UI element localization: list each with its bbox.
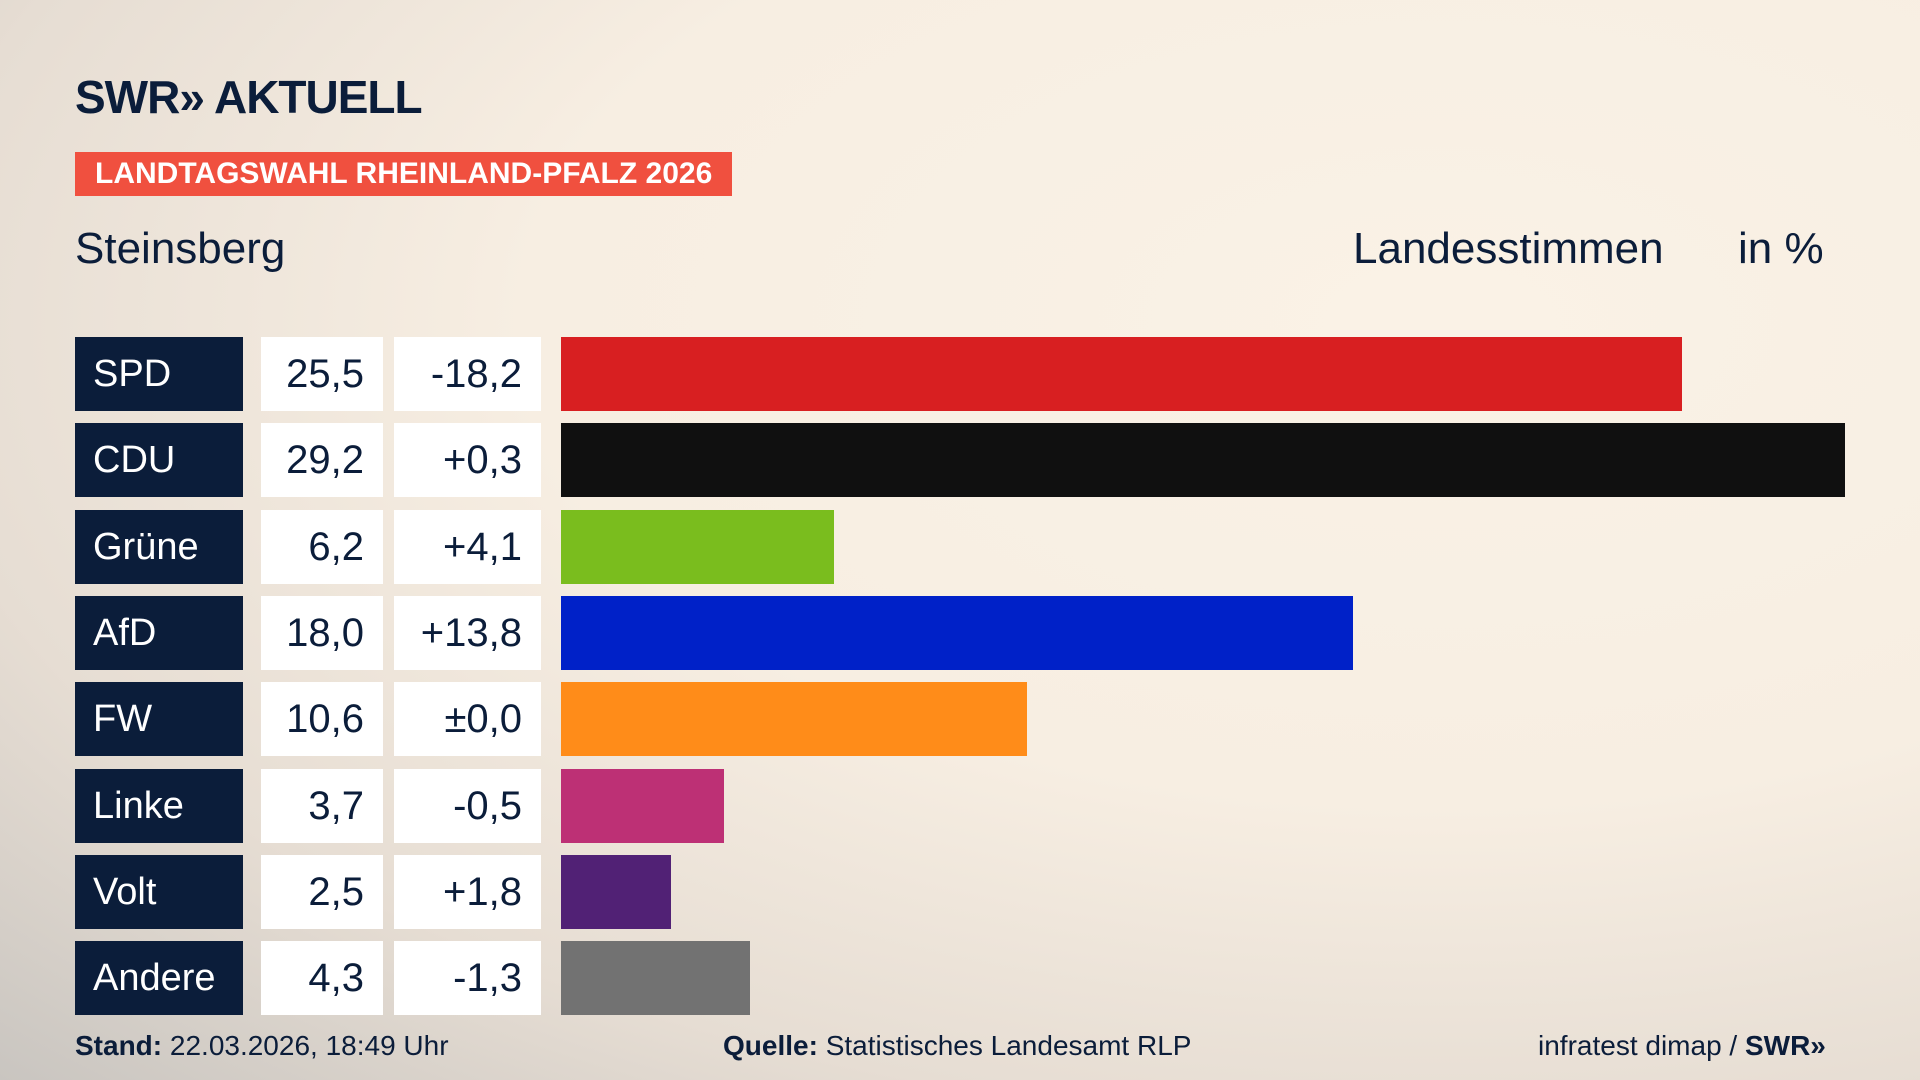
party-label: Volt: [75, 854, 243, 929]
source-label: Quelle:: [723, 1030, 818, 1061]
unit-label: in %: [1738, 224, 1824, 273]
party-bar: [561, 854, 671, 929]
party-label: Linke: [75, 768, 243, 843]
party-bar: [561, 509, 834, 584]
party-value: 3,7: [261, 768, 383, 843]
party-label: Andere: [75, 941, 243, 1016]
party-row: Andere 4,3 -1,3: [0, 941, 1920, 1016]
party-change: -0,5: [394, 768, 541, 843]
party-bar: [561, 768, 724, 843]
party-bar: [561, 423, 1845, 498]
stand-value: 22.03.2026, 18:49 Uhr: [169, 1030, 449, 1061]
party-value: 2,5: [261, 854, 383, 929]
party-label: Grüne: [75, 509, 243, 584]
party-bar: [561, 682, 1028, 757]
party-row: FW 10,6 ±0,0: [0, 682, 1920, 757]
timestamp: Stand: 22.03.2026, 18:49 Uhr: [75, 1030, 449, 1062]
party-value: 4,3: [261, 941, 383, 1016]
party-change: +1,8: [394, 854, 541, 929]
party-bar: [561, 595, 1353, 670]
party-row: AfD 18,0 +13,8: [0, 595, 1920, 670]
party-value: 25,5: [261, 337, 383, 411]
party-bar: [561, 941, 751, 1016]
party-row: Volt 2,5 +1,8: [0, 854, 1920, 929]
party-value: 18,0: [261, 595, 383, 670]
party-change: -1,3: [394, 941, 541, 1016]
party-change: ±0,0: [394, 682, 541, 757]
party-label: FW: [75, 682, 243, 757]
stand-label: Stand:: [75, 1030, 163, 1061]
party-row: CDU 29,2 +0,3: [0, 423, 1920, 498]
credit-text: infratest dimap /: [1538, 1030, 1738, 1061]
party-label: AfD: [75, 595, 243, 670]
party-row: SPD 25,5 -18,2: [0, 337, 1920, 411]
region-title: Steinsberg: [75, 224, 286, 273]
party-label: SPD: [75, 337, 243, 411]
party-change: +4,1: [394, 509, 541, 584]
party-row: Linke 3,7 -0,5: [0, 768, 1920, 843]
swr-logo-small: SWR»: [1744, 1030, 1826, 1061]
party-label: CDU: [75, 423, 243, 498]
party-change: +0,3: [394, 423, 541, 498]
party-value: 10,6: [261, 682, 383, 757]
election-tag: LANDTAGSWAHL RHEINLAND-PFALZ 2026: [75, 152, 733, 196]
party-change: +13,8: [394, 595, 541, 670]
party-row: Grüne 6,2 +4,1: [0, 509, 1920, 584]
credit: infratest dimap / SWR»: [1538, 1030, 1826, 1062]
party-change: -18,2: [394, 337, 541, 411]
source-value: Statistisches Landesamt RLP: [825, 1030, 1192, 1061]
party-bar: [561, 337, 1683, 411]
swr-aktuell-logo: SWR» AKTUELL: [75, 71, 423, 123]
source: Quelle: Statistisches Landesamt RLP: [723, 1030, 1191, 1062]
party-value: 6,2: [261, 509, 383, 584]
party-value: 29,2: [261, 423, 383, 498]
vote-type: Landesstimmen: [1353, 224, 1664, 273]
